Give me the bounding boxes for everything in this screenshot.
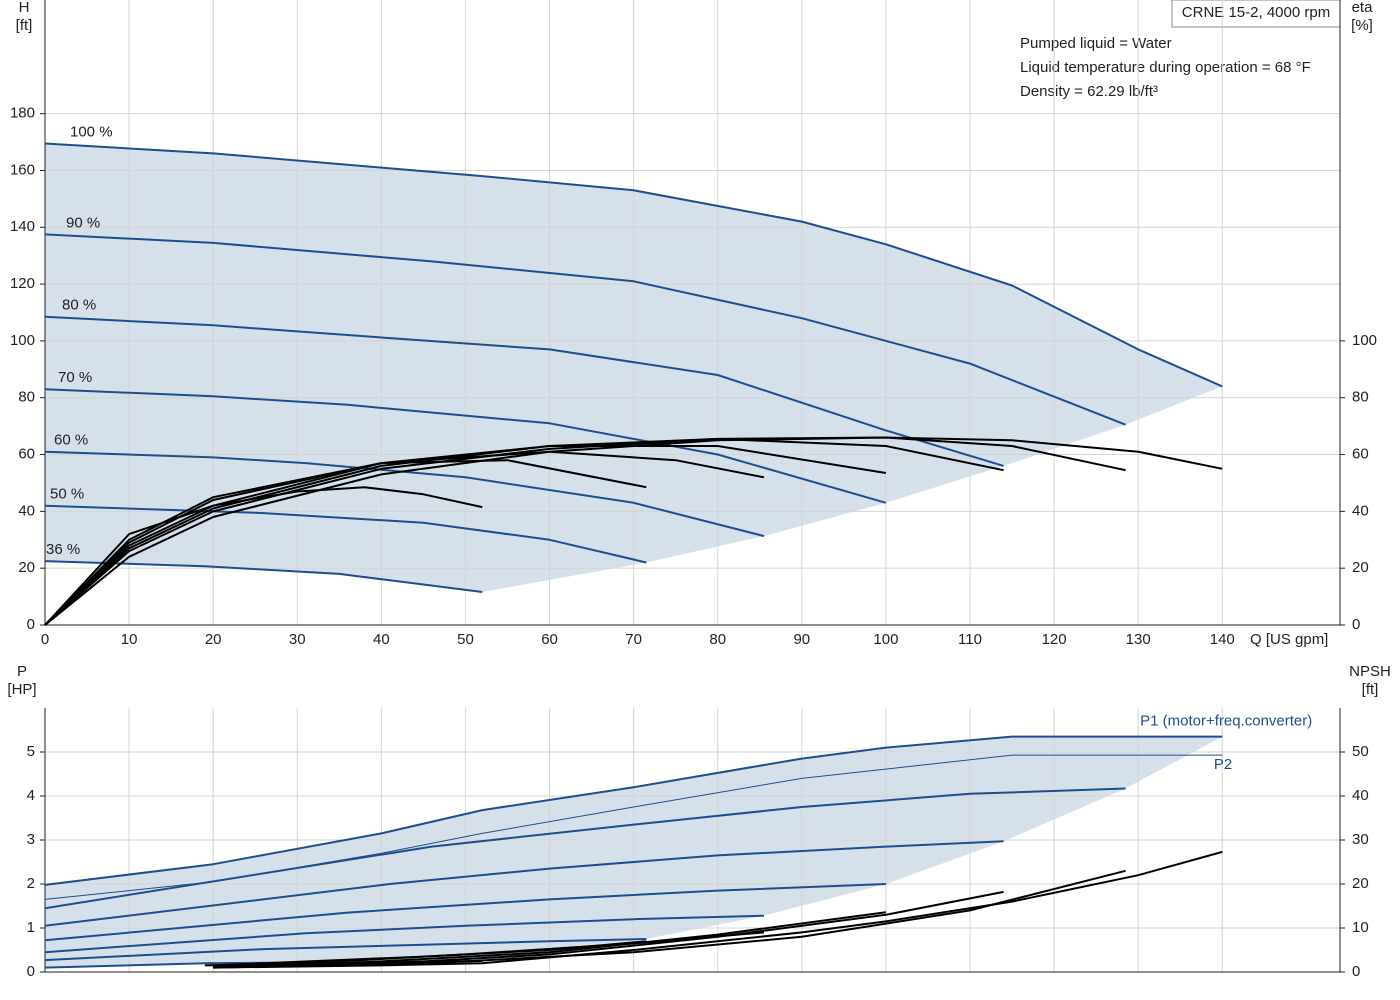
y2-tick-label: 80 — [1352, 389, 1369, 406]
y2-tick-label: 30 — [1352, 831, 1369, 848]
series-label: 100 % — [70, 123, 113, 140]
y-label: H — [19, 0, 30, 16]
x-tick-label: 120 — [1042, 631, 1067, 648]
curve — [44, 459, 647, 626]
y2-tick-label: 40 — [1352, 502, 1369, 519]
y2-label: NPSH — [1349, 663, 1391, 680]
x-tick-label: 0 — [41, 631, 49, 648]
series-label: P1 (motor+freq.converter) — [1140, 713, 1312, 730]
series-label: P2 — [1214, 756, 1232, 773]
y2-tick-label: 100 — [1352, 332, 1377, 349]
x-tick-label: 130 — [1126, 631, 1151, 648]
y-tick-label: 160 — [10, 161, 35, 178]
curve — [213, 869, 1126, 969]
curve — [44, 735, 1223, 886]
series-label: 36 % — [46, 541, 80, 558]
x-tick-label: 70 — [625, 631, 642, 648]
x-tick-label: 20 — [205, 631, 222, 648]
series-label: 80 % — [62, 297, 96, 314]
x-tick-label: 60 — [541, 631, 558, 648]
y-tick-label: 80 — [18, 389, 35, 406]
curve — [44, 840, 1004, 927]
y-tick-label: 0 — [27, 616, 35, 633]
y-tick-label: 3 — [27, 831, 35, 848]
curve — [44, 787, 1126, 910]
series-label: 50 % — [50, 486, 84, 503]
y-tick-label: 4 — [27, 787, 35, 804]
y2-label: eta — [1352, 0, 1374, 16]
model: CRNE 15-2, 4000 rpm — [1182, 4, 1330, 21]
x-tick-label: 80 — [709, 631, 726, 648]
y2-tick-label: 0 — [1352, 616, 1360, 633]
y-unit: [ft] — [16, 17, 33, 34]
annotation: Density = 62.29 lb/ft³ — [1020, 83, 1158, 100]
curve — [44, 560, 483, 593]
x-label: Q [US gpm] — [1250, 631, 1328, 648]
x-tick-label: 50 — [457, 631, 474, 648]
y-label: P — [17, 663, 27, 680]
y2-unit: [%] — [1351, 17, 1373, 34]
series-label: 70 % — [58, 369, 92, 386]
y2-unit: [ft] — [1362, 681, 1379, 698]
curve — [44, 883, 886, 942]
y2-tick-label: 20 — [1352, 875, 1369, 892]
y2-tick-label: 60 — [1352, 446, 1369, 463]
y2-tick-label: 50 — [1352, 743, 1369, 760]
y2-tick-label: 10 — [1352, 919, 1369, 936]
series-label: 90 % — [66, 214, 100, 231]
x-tick-label: 90 — [793, 631, 810, 648]
y-tick-label: 180 — [10, 105, 35, 122]
y-tick-label: 5 — [27, 743, 35, 760]
curve — [44, 938, 647, 962]
curve — [44, 388, 887, 504]
curve — [44, 486, 483, 626]
x-tick-label: 40 — [373, 631, 390, 648]
series-label: 60 % — [54, 432, 88, 449]
y2-tick-label: 40 — [1352, 787, 1369, 804]
y2-tick-label: 0 — [1352, 963, 1360, 980]
curve — [44, 142, 1223, 388]
y-tick-label: 40 — [18, 502, 35, 519]
annotation: Pumped liquid = Water — [1020, 35, 1172, 52]
curve — [44, 315, 1004, 467]
y-tick-label: 0 — [27, 963, 35, 980]
curve — [44, 233, 1126, 426]
curve — [204, 960, 483, 967]
x-tick-label: 140 — [1210, 631, 1235, 648]
y-tick-label: 60 — [18, 446, 35, 463]
annotation: Liquid temperature during operation = 68… — [1020, 59, 1311, 76]
y-unit: [HP] — [7, 681, 36, 698]
curve — [44, 436, 1126, 626]
y-tick-label: 20 — [18, 559, 35, 576]
curve — [213, 850, 1223, 969]
x-tick-label: 110 — [958, 631, 982, 648]
x-tick-label: 100 — [873, 631, 898, 648]
y-tick-label: 120 — [10, 275, 35, 292]
curve — [44, 914, 765, 954]
y-tick-label: 1 — [27, 919, 35, 936]
y-tick-label: 140 — [10, 218, 35, 235]
y-tick-label: 2 — [27, 875, 35, 892]
x-tick-label: 10 — [121, 631, 138, 648]
curve — [44, 450, 765, 538]
curve — [44, 437, 1004, 626]
y-tick-label: 100 — [10, 332, 35, 349]
model-box — [1171, 0, 1341, 28]
x-tick-label: 30 — [289, 631, 306, 648]
y2-tick-label: 20 — [1352, 559, 1369, 576]
